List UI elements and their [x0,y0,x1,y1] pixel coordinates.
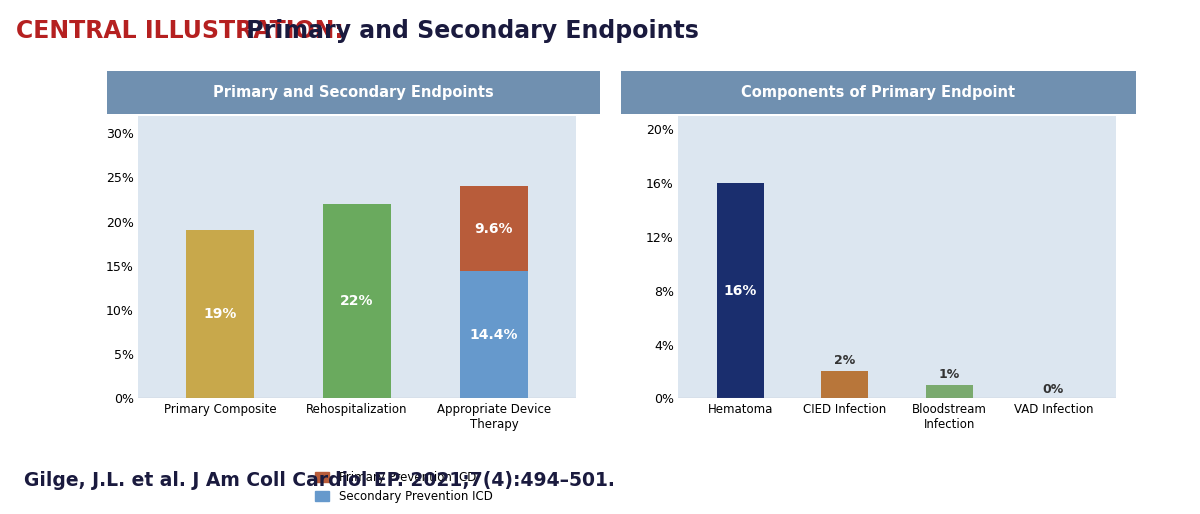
Bar [460,271,528,398]
Text: 1%: 1% [938,368,960,381]
Bar [107,70,600,115]
Text: Primary and Secondary Endpoints: Primary and Secondary Endpoints [212,85,493,100]
Text: 16%: 16% [724,284,757,298]
Bar [186,230,254,398]
Text: Primary and Secondary Endpoints: Primary and Secondary Endpoints [238,19,698,43]
Bar [718,183,764,398]
Bar [323,204,391,398]
Bar [460,186,528,271]
Text: 22%: 22% [341,294,373,308]
Text: 0%: 0% [1043,383,1064,396]
Legend: Primary Prevention ICD, Secondary Prevention ICD: Primary Prevention ICD, Secondary Preven… [311,466,497,508]
Text: CENTRAL ILLUSTRATION:: CENTRAL ILLUSTRATION: [16,19,343,43]
Text: 14.4%: 14.4% [469,328,518,342]
Text: 2%: 2% [834,354,856,368]
Text: 19%: 19% [204,307,236,321]
Text: Components of Primary Endpoint: Components of Primary Endpoint [742,85,1015,100]
Bar [925,385,973,398]
Bar [821,372,869,398]
Text: Gilge, J.L. et al. J Am Coll Cardiol EP. 2021;7(4):494–501.: Gilge, J.L. et al. J Am Coll Cardiol EP.… [24,471,614,489]
Text: 9.6%: 9.6% [475,222,514,236]
Bar [622,70,1135,115]
